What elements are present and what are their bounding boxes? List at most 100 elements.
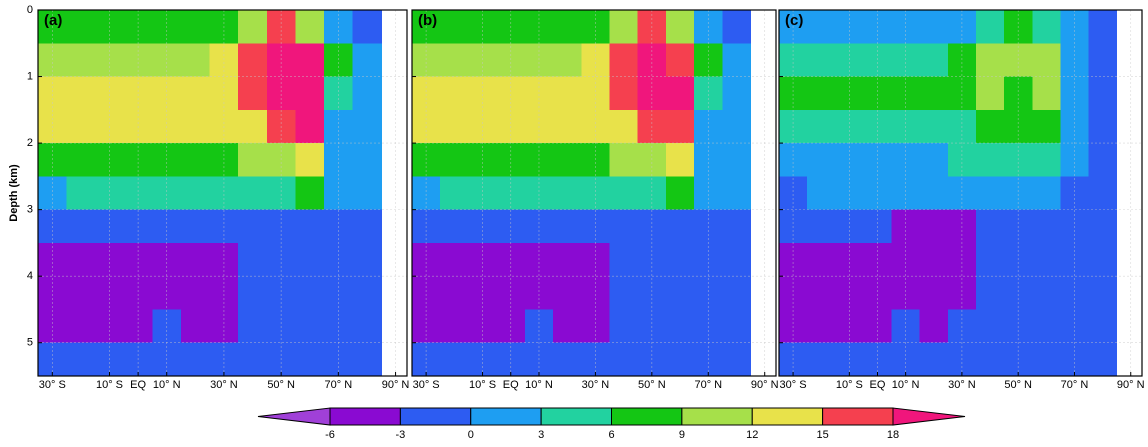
contour-cell (440, 309, 469, 344)
contour-cell (238, 242, 268, 277)
contour-cell (779, 76, 808, 111)
frame (411, 9, 777, 377)
contour-cell (609, 76, 639, 111)
contour-cell (181, 276, 211, 310)
contour-cell (919, 176, 949, 211)
contour-cell (581, 76, 611, 111)
contour-cell (1088, 209, 1118, 244)
contour-cell (123, 176, 153, 211)
x-tick-label: EQ (870, 379, 886, 391)
contour-cell (665, 309, 695, 344)
contour-cell (807, 176, 836, 211)
contour-cell (468, 276, 498, 310)
contour-cell (975, 76, 1005, 111)
contour-cell (295, 143, 325, 177)
y-tick-label: 4 (27, 270, 33, 282)
contour-cell (947, 276, 977, 310)
contour-cell (266, 176, 296, 211)
x-tick-label: 30° S (780, 379, 807, 391)
contour-cell (637, 176, 667, 211)
contour-cell (891, 276, 921, 310)
y-tick-label: 2 (27, 137, 33, 149)
x-tick-label: 30° N (582, 379, 610, 391)
contour-cell (440, 242, 469, 277)
contour-cell (694, 176, 723, 211)
contour-cell (238, 176, 268, 211)
x-tick-label: 10° S (836, 379, 863, 391)
contour-cell (807, 242, 836, 277)
contour-cell (95, 76, 125, 111)
x-tick-label: 50° N (267, 379, 295, 391)
contour-cell (238, 43, 268, 78)
contour-cell (553, 109, 582, 144)
contour-cell (722, 143, 752, 177)
contour-cell (181, 176, 211, 211)
contour-cell (919, 342, 949, 376)
y-tick-label: 5 (27, 337, 33, 349)
contour-cell (1032, 10, 1061, 44)
contour-cell (181, 209, 211, 244)
contour-cell (181, 309, 211, 344)
contour-cell (975, 209, 1005, 244)
contour-cell (352, 143, 382, 177)
contour-cell (665, 10, 695, 44)
contour-cell (238, 209, 268, 244)
contour-cell (152, 76, 182, 111)
contour-cell (412, 276, 441, 310)
contour-cell (722, 176, 752, 211)
contour-cell (665, 342, 695, 376)
contour-cell (123, 76, 153, 111)
contour-cell (238, 276, 268, 310)
contour-cell (1004, 276, 1033, 310)
contour-cell (66, 76, 96, 111)
contour-cell (1088, 276, 1118, 310)
panel-label: (a) (44, 12, 62, 29)
contour-cell (266, 76, 296, 111)
x-tick-label: 30° S (413, 379, 440, 391)
contour-cell (947, 176, 977, 211)
contour-cell (295, 276, 325, 310)
contour-cell (665, 76, 695, 111)
colorbar-box (470, 407, 542, 426)
contour-cell (581, 276, 611, 310)
contour-cell (66, 10, 96, 44)
contour-cell (38, 76, 68, 111)
contour-cell (181, 43, 211, 78)
colorbar-box (822, 407, 894, 426)
contour-cell (1032, 43, 1061, 78)
contour-cell (1088, 176, 1118, 211)
contour-cell (440, 43, 469, 78)
contour-cell (609, 309, 639, 344)
contour-cell (496, 176, 526, 211)
contour-cell (722, 242, 752, 277)
contour-cell (919, 143, 949, 177)
contour-cell (238, 76, 268, 111)
contour-cell (807, 309, 836, 344)
x-tick-label: 30° N (210, 379, 238, 391)
contour-cell (722, 209, 752, 244)
contour-cell (440, 10, 469, 44)
colorbar-label: 12 (746, 429, 758, 441)
contour-cell (1060, 276, 1090, 310)
contour-cell (553, 276, 582, 310)
x-tick-label: 10° S (469, 379, 496, 391)
contour-cell (609, 276, 639, 310)
contour-cell (295, 43, 325, 78)
contour-cell (496, 276, 526, 310)
contour-cell (975, 309, 1005, 344)
contour-cell (295, 109, 325, 144)
y-tick-label: 1 (27, 70, 33, 82)
contour-cell (722, 276, 752, 310)
contour-cell (95, 276, 125, 310)
contour-cell (238, 109, 268, 144)
contour-cell (412, 76, 441, 111)
colorbar-box (751, 407, 824, 426)
contour-cell (352, 109, 382, 144)
colorbar-label: -3 (395, 429, 405, 441)
contour-cell (238, 10, 268, 44)
contour-cell (352, 176, 382, 211)
contour-cell (863, 176, 893, 211)
contour-cell (324, 276, 354, 310)
colorbar-box (329, 407, 401, 426)
plot-area (412, 10, 752, 376)
